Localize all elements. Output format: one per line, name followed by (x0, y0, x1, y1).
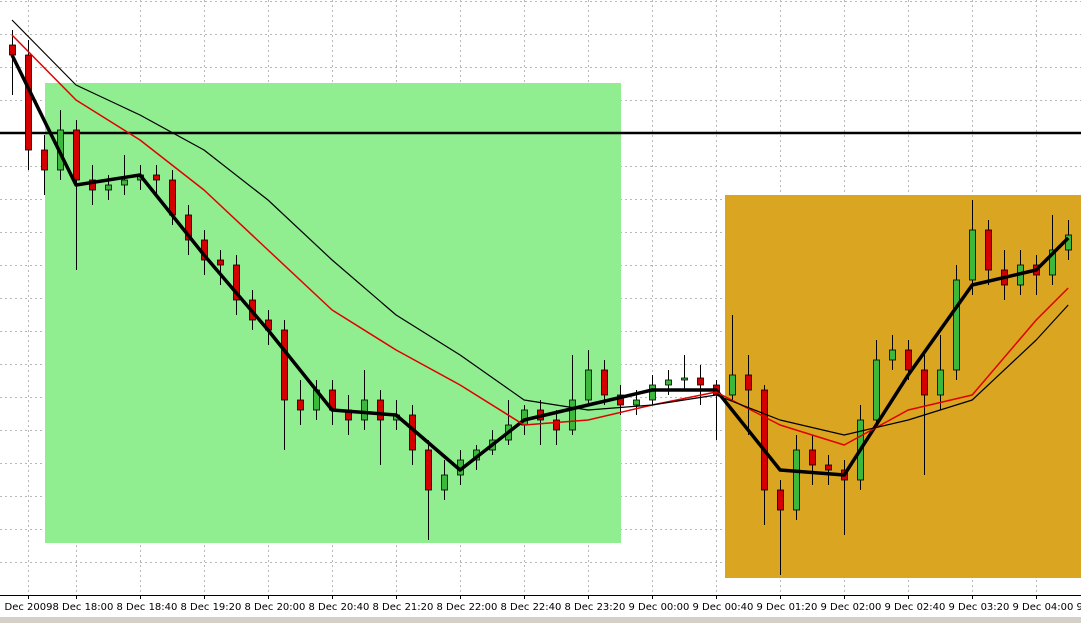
candle-body (665, 379, 672, 386)
candle-body (745, 374, 752, 391)
candle-body (777, 489, 784, 511)
x-tick-label: 8 Dec 18:00 (53, 602, 114, 613)
candle-body (873, 359, 880, 421)
moving-average (10, 54, 1070, 477)
x-tick-label: 9 Dec 02:00 (821, 602, 882, 613)
candle-body (889, 349, 896, 361)
candle-body (633, 399, 640, 406)
x-tick-label: 8 Dec 19:20 (181, 602, 242, 613)
candle-body (297, 399, 304, 411)
x-tick-label: 8 Dec 18:40 (117, 602, 178, 613)
x-tick-label: 9 Dec 03:20 (949, 602, 1010, 613)
candle-body (153, 174, 160, 181)
candle-body (281, 329, 288, 401)
x-tick-label: 8 Dec 23:20 (565, 602, 626, 613)
x-tick-label: 8 Dec 22:40 (501, 602, 562, 613)
candle-body (217, 259, 224, 266)
x-tick-label: 9 Dec 04:00 (1013, 602, 1074, 613)
candle-body (937, 369, 944, 396)
candle-body (985, 229, 992, 271)
x-tick-label: 8 Dec 20:00 (245, 602, 306, 613)
candle-body (649, 384, 656, 401)
candle-body (617, 394, 624, 406)
candle-body (921, 369, 928, 396)
candle-body (425, 449, 432, 491)
candle-body (953, 279, 960, 371)
candle-body (793, 449, 800, 511)
candle-body (1065, 234, 1072, 251)
candle-body (553, 419, 560, 431)
candle-body (25, 54, 32, 151)
candle-body (73, 129, 80, 181)
x-tick-label: Dec 2009 (5, 602, 53, 613)
x-tick-label: 9 Dec 01:20 (757, 602, 818, 613)
candle-body (825, 464, 832, 471)
candle-body (361, 399, 368, 421)
candle-body (969, 229, 976, 281)
moving-average (11, 19, 1069, 436)
buy-zone (45, 83, 621, 543)
candle-body (697, 377, 704, 386)
candle-body (105, 184, 112, 191)
x-tick-label: 9 Dec 02:40 (885, 602, 946, 613)
tab-strip (0, 617, 1081, 623)
x-tick-label: 8 Dec 20:40 (309, 602, 370, 613)
candle-body (9, 44, 16, 56)
candle-body (905, 349, 912, 371)
candle-body (233, 264, 240, 301)
x-tick-label: 8 Dec 22:00 (437, 602, 498, 613)
x-tick-label: 8 Dec 21:20 (373, 602, 434, 613)
x-tick-label: 9 Dec 00:00 (629, 602, 690, 613)
moving-average (11, 34, 1069, 446)
candle-body (41, 149, 48, 171)
candle-body (761, 389, 768, 491)
candle-body (569, 399, 576, 431)
x-tick-label: 9 Dec 00:40 (693, 602, 754, 613)
candle-body (121, 179, 128, 186)
candle-body (441, 474, 448, 491)
candle-body (681, 377, 688, 381)
candle-body (729, 374, 736, 396)
x-tick-label: 9 (1077, 602, 1081, 613)
candle-body (601, 369, 608, 396)
candle-body (377, 399, 384, 421)
marks (9, 19, 1072, 575)
candle-body (169, 179, 176, 216)
candle-body (585, 369, 592, 401)
x-axis-labels: Dec 2009 8 Dec 18:00 8 Dec 18:40 8 Dec 19:2… (5, 595, 1081, 613)
candle-body (1049, 249, 1056, 276)
candle-body (809, 449, 816, 466)
candle-body (185, 214, 192, 241)
candle-body (89, 179, 96, 191)
sell-zone (725, 195, 1081, 578)
